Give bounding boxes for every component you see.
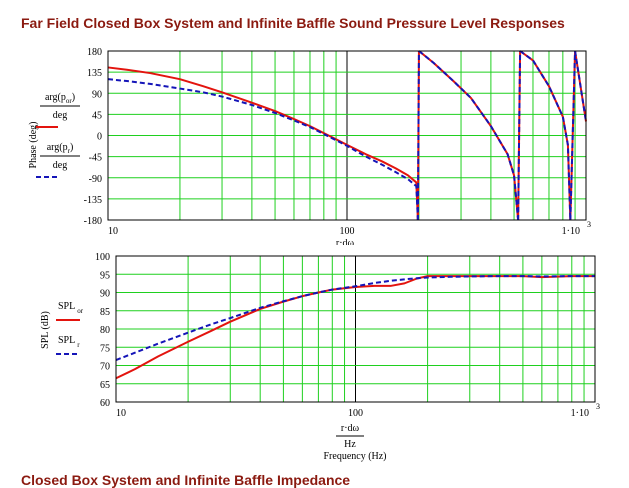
legend-label: SPL or — [58, 301, 84, 315]
y-tick-label: -180 — [84, 216, 102, 227]
phase-wrap-line — [569, 50, 577, 221]
legend-entry: SPL or — [56, 301, 84, 321]
legend-numerator: arg(pr) — [47, 142, 74, 155]
x-tick-label: 100 — [348, 408, 363, 419]
legend-label: SPL r — [58, 335, 80, 349]
x-tick-label: 100 — [340, 226, 355, 237]
y-tick-label: 100 — [95, 252, 110, 263]
series-line-solid — [115, 275, 595, 380]
y-tick-label: -135 — [84, 195, 102, 206]
spl-chart: 60 65 70 75 80 85 90 95 100 10 100 1·10 3 SPL (dB) SPL… — [40, 252, 600, 462]
x-axis-label-partial: r·dω — [336, 238, 355, 245]
plot-frame — [115, 255, 596, 403]
x-tick-label: 10 — [108, 226, 118, 237]
phase-chart: -180 -135 -90 -45 0 45 90 135 180 10 100 1·10 3 Phase… — [28, 47, 591, 245]
y-axis-label: SPL (dB) — [40, 311, 51, 349]
x-tick-exponent: 3 — [587, 220, 591, 229]
y-tick-label: 85 — [100, 307, 110, 318]
legend-numerator: arg(por) — [45, 92, 75, 105]
phase-wrap-line — [517, 50, 522, 221]
y-tick-label: 65 — [100, 380, 110, 391]
y-tick-label: 90 — [100, 289, 110, 300]
y-tick-label: 70 — [100, 362, 110, 373]
x-axis-label-denominator: Hz — [344, 439, 356, 450]
x-axis-label-numerator: r·dω — [341, 423, 360, 434]
y-tick-label: 60 — [100, 398, 110, 409]
x-tick-exponent: 3 — [596, 402, 600, 411]
y-tick-label: -90 — [89, 174, 102, 185]
y-tick-label: 90 — [92, 89, 102, 100]
y-tick-label: 135 — [87, 68, 102, 79]
legend-denominator: deg — [53, 160, 67, 171]
y-tick-label: 80 — [100, 325, 110, 336]
x-tick-label: 1·10 — [562, 226, 580, 237]
legend-entry: arg(pr) deg — [36, 142, 80, 178]
y-tick-label: 0 — [97, 132, 102, 143]
series-line-dashed — [115, 275, 595, 361]
series-line-dashed — [107, 50, 587, 221]
y-tick-label: 75 — [100, 343, 110, 354]
chart-title: Far Field Closed Box System and Infinite… — [21, 15, 565, 31]
y-tick-label: 45 — [92, 110, 102, 121]
x-tick-label: 10 — [116, 408, 126, 419]
x-tick-label: 1·10 — [571, 408, 589, 419]
legend-entry: arg(por) deg — [36, 92, 80, 128]
phase-wrap-line — [416, 50, 420, 221]
y-tick-label: -45 — [89, 153, 102, 164]
legend-denominator: deg — [53, 110, 67, 121]
legend-entry: SPL r — [56, 335, 80, 355]
y-tick-label: 95 — [100, 270, 110, 281]
plot-frame — [107, 50, 587, 221]
footer-title: Closed Box System and Infinite Baffle Im… — [21, 472, 351, 488]
x-axis-title: Frequency (Hz) — [323, 451, 386, 462]
y-tick-label: 180 — [87, 47, 102, 58]
y-axis-label: Phase (deg) — [28, 122, 39, 169]
